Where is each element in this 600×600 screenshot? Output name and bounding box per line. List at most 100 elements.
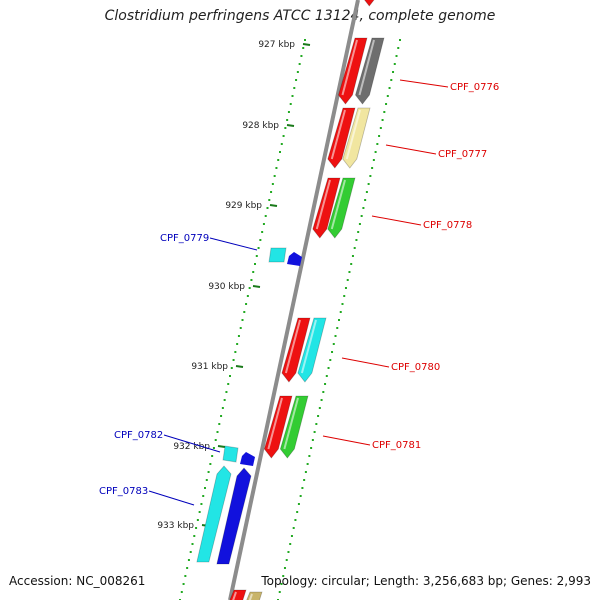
ruler-label: 929 kbp xyxy=(225,201,262,211)
topology-text: Topology: circular; Length: 3,256,683 bp… xyxy=(261,574,591,588)
track-dot xyxy=(357,231,360,233)
track-dot xyxy=(338,319,340,321)
track-dot xyxy=(369,175,372,177)
track-dot xyxy=(264,215,267,217)
track-dot xyxy=(390,79,393,81)
gene-label-CPF_0776: CPF_0776 xyxy=(450,82,499,93)
track-dot xyxy=(304,39,306,41)
gene-arrow-CPF_0777-strand-shine xyxy=(330,109,346,160)
track-dot xyxy=(336,327,339,329)
track-dot xyxy=(362,207,365,209)
track-dot xyxy=(388,87,391,89)
track-dot xyxy=(250,279,253,281)
gene-arrow-CPF_0781-strand xyxy=(263,395,293,459)
gene-arrow-CPF_0781 xyxy=(279,395,309,459)
track-dot xyxy=(287,111,290,113)
gene-label-CPF_0780: CPF_0780 xyxy=(391,362,440,373)
track-dot xyxy=(364,199,367,201)
track-dot xyxy=(229,375,231,377)
track-dot xyxy=(381,119,384,121)
track-dot xyxy=(346,279,349,281)
track-dot xyxy=(205,479,208,481)
track-dot xyxy=(223,399,226,401)
track-dot xyxy=(318,407,321,409)
track-dot xyxy=(383,111,386,113)
track-dot xyxy=(211,455,214,457)
track-dot xyxy=(246,295,249,297)
gene-arrow-CPF_0781-shine xyxy=(283,397,299,450)
track-dot xyxy=(300,55,303,57)
gene-label-CPF_0778: CPF_0778 xyxy=(423,220,472,231)
track-dot xyxy=(195,527,198,529)
gene-arrow-partial-top xyxy=(364,0,375,7)
track-dot xyxy=(232,359,235,361)
gene-arrow-CPF_0779 xyxy=(268,247,287,263)
gene-arrow-CPF_0776-shine xyxy=(358,39,375,96)
track-dot xyxy=(202,495,205,497)
feature-track-dots xyxy=(179,39,401,600)
track-dot xyxy=(277,159,280,161)
ruler-tick xyxy=(286,124,295,127)
gene-label-CPF_0781: CPF_0781 xyxy=(372,440,421,451)
track-dot xyxy=(191,543,194,545)
track-dot xyxy=(298,63,301,65)
track-dot xyxy=(344,287,347,289)
track-dot xyxy=(187,559,190,561)
track-dot xyxy=(339,311,342,313)
track-dot xyxy=(329,359,332,361)
track-dot xyxy=(278,591,281,593)
track-dot xyxy=(372,159,375,161)
gene-arrow-CPF_0780-shine xyxy=(300,319,317,374)
gene-arrow-CPF_0782 xyxy=(222,445,239,463)
track-dot xyxy=(343,295,346,297)
track-dot xyxy=(207,471,210,473)
track-dot xyxy=(220,415,223,417)
track-dot xyxy=(350,263,353,265)
track-dot xyxy=(348,271,351,273)
gene-arrow-CPF_0776 xyxy=(355,37,385,105)
gene-label-CPF_0782: CPF_0782 xyxy=(114,430,163,441)
genome-backbone xyxy=(228,0,360,600)
gene-label-CPF_0777: CPF_0777 xyxy=(438,149,487,160)
track-dot xyxy=(378,135,381,137)
gene-arrow-CPF_0776-strand-shine xyxy=(341,39,358,96)
track-dot xyxy=(282,135,285,137)
track-dot xyxy=(386,95,389,97)
track-dot xyxy=(200,503,203,505)
track-dot xyxy=(296,71,299,73)
gene-arrow-CPF_0783 xyxy=(196,465,232,563)
track-dot xyxy=(237,335,240,337)
track-dot xyxy=(306,463,309,465)
track-dot xyxy=(365,191,368,193)
track-dot xyxy=(184,575,187,577)
track-dot xyxy=(182,583,185,585)
track-dot xyxy=(261,231,264,233)
track-dot xyxy=(180,591,183,593)
leader-CPF_0783 xyxy=(148,490,195,506)
ruler-label: 932 kbp xyxy=(173,442,210,452)
track-dot xyxy=(293,87,296,89)
track-dot xyxy=(273,175,276,177)
track-dot xyxy=(280,583,283,585)
leader-CPF_0776 xyxy=(399,79,449,88)
track-dot xyxy=(358,223,361,225)
track-dot xyxy=(351,255,354,257)
track-dot xyxy=(257,247,260,249)
track-dot xyxy=(212,447,215,449)
track-dot xyxy=(317,415,320,417)
track-dot xyxy=(320,399,323,401)
gene-arrow-partial-bottom-shine xyxy=(232,591,237,600)
gene-label-CPF_0779: CPF_0779 xyxy=(160,233,209,244)
track-dot xyxy=(286,119,289,121)
track-dot xyxy=(285,559,288,561)
track-dot xyxy=(230,367,233,369)
track-dot xyxy=(279,151,281,153)
leader-CPF_0781 xyxy=(322,435,371,446)
track-dot xyxy=(294,519,297,521)
track-dot xyxy=(310,447,313,449)
track-dot xyxy=(275,167,278,169)
track-dot xyxy=(243,311,246,313)
track-dot xyxy=(270,191,273,193)
track-dot xyxy=(367,183,370,185)
gene-arrow-CPF_0780-strand xyxy=(281,317,311,383)
